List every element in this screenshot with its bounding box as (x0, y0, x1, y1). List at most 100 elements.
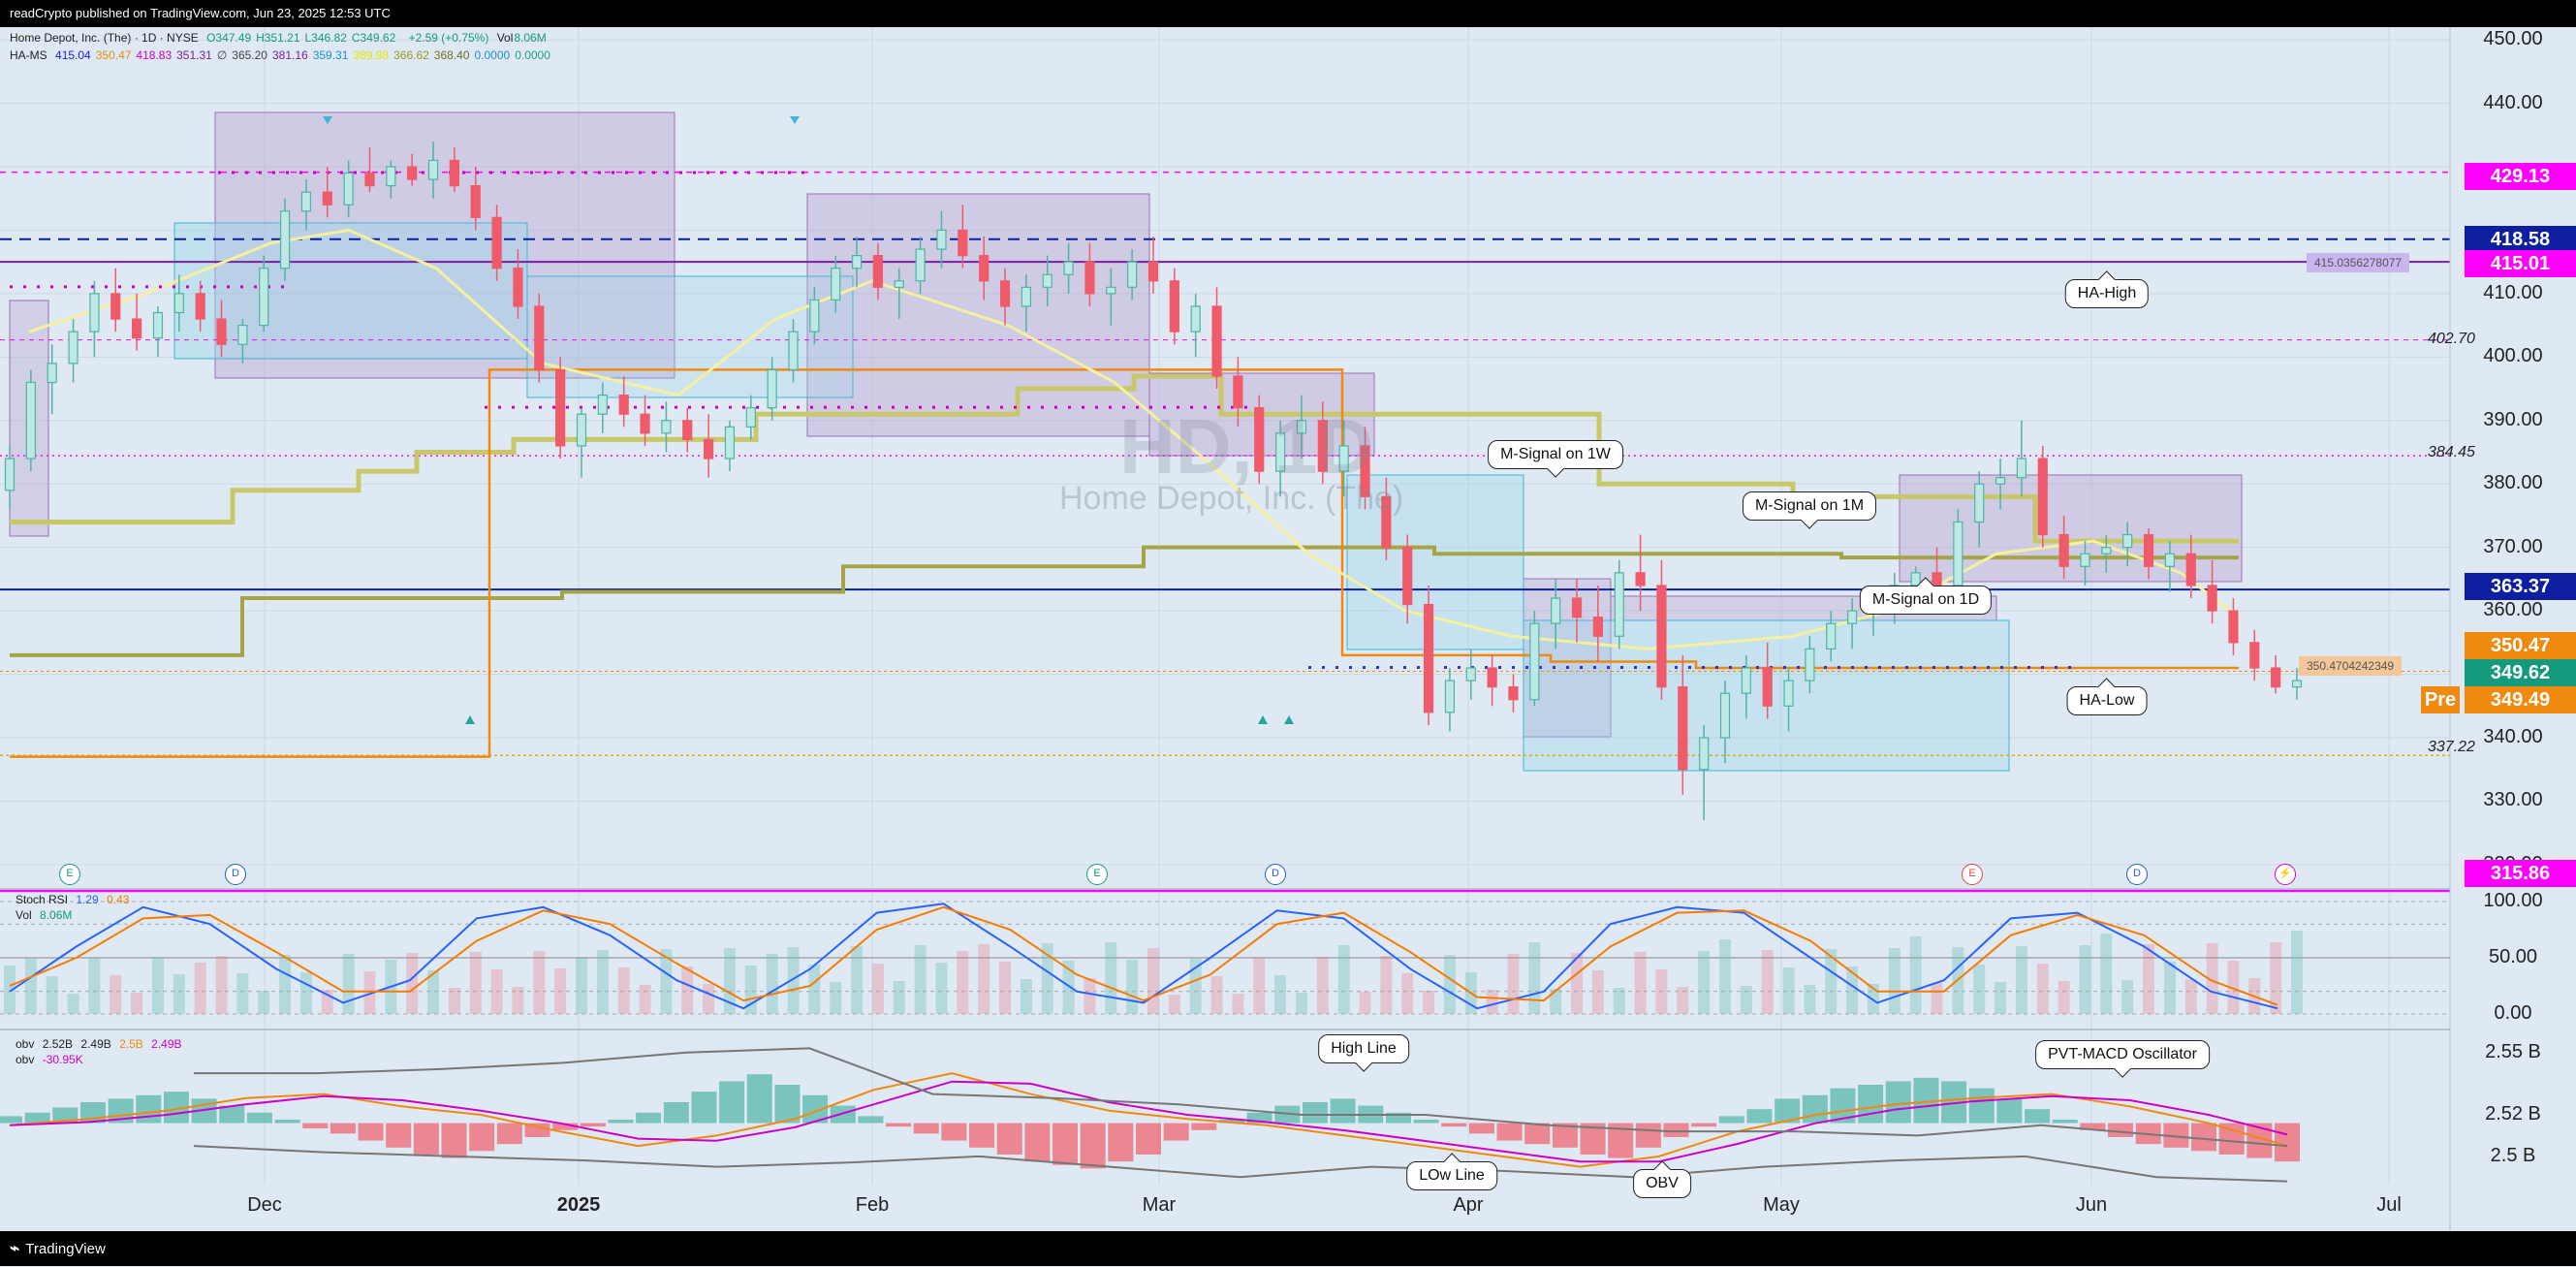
volume-bar (871, 964, 884, 1014)
dotted-marker (625, 171, 628, 174)
pvt-macd-bar (136, 1094, 162, 1124)
time-tick: May (1763, 1194, 1800, 1216)
dotted-marker (1136, 405, 1139, 409)
candle-body (343, 172, 354, 206)
candle-body (300, 191, 312, 212)
volume-bar (1782, 967, 1795, 1014)
dotted-marker (720, 171, 723, 174)
volume-bar (1274, 975, 1287, 1014)
dotted-marker (530, 171, 533, 174)
stoch-vol-name: Vol (16, 908, 32, 922)
volume-bar (46, 976, 58, 1014)
pvt-macd-bar (1968, 1088, 1995, 1124)
candle-body (2207, 585, 2217, 612)
dotted-marker (1688, 666, 1691, 670)
candle-body (68, 331, 79, 364)
event-marker-icon[interactable]: D (1265, 864, 1286, 885)
event-marker-icon[interactable]: D (2126, 864, 2148, 885)
volume-bar (639, 985, 651, 1014)
price-tick: 450.00 (2483, 28, 2543, 50)
dotted-marker (905, 405, 908, 409)
volume-bar (1846, 966, 1859, 1014)
volume-bar (342, 954, 355, 1014)
dotted-marker (462, 171, 465, 174)
pvt-macd-bar (608, 1119, 634, 1124)
event-marker-icon[interactable]: ⚡ (2275, 864, 2296, 885)
candle-body (1423, 603, 1434, 713)
pvt-macd-bar (691, 1092, 717, 1124)
pvt-macd-bar (1330, 1098, 1356, 1124)
dotted-marker (498, 405, 501, 409)
candle-body (110, 293, 121, 320)
ohlc-O: O347.49 (206, 31, 252, 45)
dotted-marker (1648, 666, 1650, 670)
stoch-tick: 100.00 (2483, 890, 2543, 911)
dotted-marker (503, 171, 506, 174)
dotted-marker (313, 171, 316, 174)
dotted-marker (118, 285, 121, 289)
dotted-marker (1149, 405, 1152, 409)
price-tag: 415.01 (2465, 250, 2576, 277)
candle-body (2058, 533, 2069, 567)
volume-bar (1591, 970, 1604, 1014)
dotted-marker (1905, 666, 1908, 670)
volume-bar (808, 965, 821, 1014)
volume-bar (1401, 973, 1414, 1014)
candle-body (2037, 458, 2048, 536)
dotted-marker (1729, 666, 1732, 670)
candle-body (279, 210, 291, 269)
buy-arrow-icon (465, 715, 475, 724)
volume-bar (851, 946, 864, 1014)
pvt-macd-bar (0, 1116, 22, 1124)
stoch-d-line (9, 905, 2278, 1006)
buy-arrow-icon (1284, 715, 1294, 724)
volume-bar (215, 956, 228, 1014)
dotted-marker (1512, 666, 1515, 670)
dotted-marker (254, 285, 257, 289)
symbol-legend: Home Depot, Inc. (The) · 1D · NYSE O347.… (10, 31, 551, 45)
time-tick: Jul (2376, 1194, 2402, 1216)
dotted-marker (1122, 405, 1125, 409)
pvt-macd-bar (2275, 1123, 2300, 1162)
dotted-marker (2014, 666, 2017, 670)
volume-bar (299, 972, 312, 1014)
volume-bar (2143, 944, 2155, 1014)
volume-bar (2058, 981, 2070, 1014)
dotted-marker (64, 285, 67, 289)
dotted-marker (50, 285, 53, 289)
candle-body (216, 318, 227, 345)
price-chart[interactable] (0, 27, 2576, 1231)
candle-body (534, 305, 545, 371)
volume-bar (88, 958, 101, 1014)
dotted-marker (1190, 405, 1193, 409)
price-tick: 390.00 (2483, 408, 2543, 430)
dotted-marker (1095, 405, 1098, 409)
price-tick: 340.00 (2483, 726, 2543, 747)
event-marker-icon[interactable]: D (225, 864, 246, 885)
event-marker-icon[interactable]: E (59, 864, 80, 885)
volume-bar (1804, 985, 1816, 1014)
candle-body (704, 438, 714, 459)
dotted-marker (1946, 666, 1949, 670)
candle-body (2228, 610, 2239, 644)
candle-body (1190, 305, 1201, 333)
pvt-macd-bar (358, 1123, 384, 1141)
hams-value: 359.31 (312, 48, 349, 62)
event-marker-icon[interactable]: E (1962, 864, 1983, 885)
pvt-macd-bar (1191, 1123, 1217, 1130)
dotted-marker (539, 405, 542, 409)
dotted-marker (272, 171, 275, 174)
event-marker-icon[interactable]: E (1086, 864, 1108, 885)
candle-body (661, 420, 672, 434)
symbol-name: Home Depot, Inc. (The) · 1D · NYSE (10, 31, 199, 45)
dotted-marker (422, 171, 424, 174)
dotted-marker (186, 285, 189, 289)
stoch-tick: 0.00 (2494, 1002, 2532, 1024)
dotted-marker (394, 171, 397, 174)
volume-bar (830, 982, 842, 1014)
dotted-marker (1973, 666, 1976, 670)
dotted-marker (707, 171, 709, 174)
candle-body (1444, 680, 1456, 713)
volume-bar (1147, 948, 1159, 1014)
volume-bar (2036, 964, 2049, 1014)
